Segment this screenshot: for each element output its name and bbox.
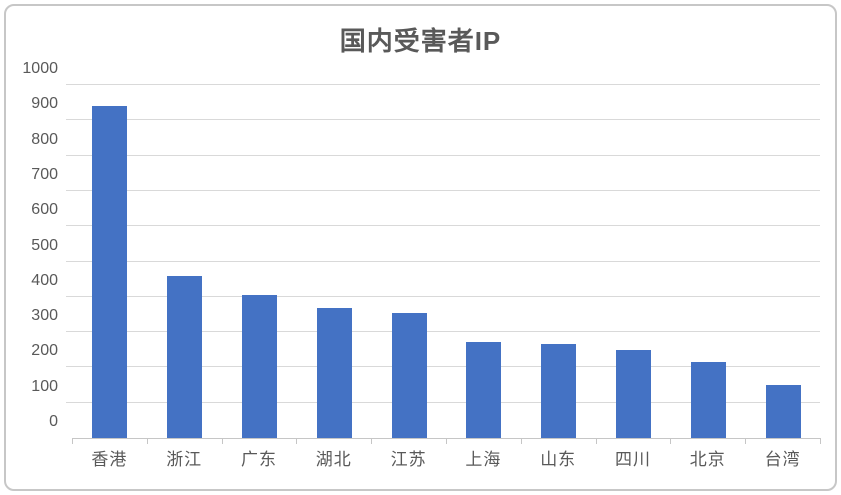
y-axis-tick-300 xyxy=(66,331,72,333)
y-axis-tick-500 xyxy=(66,260,72,262)
x-axis-tick xyxy=(371,438,373,444)
gridline-500 xyxy=(72,260,820,262)
y-axis: 0 100 200 300 400 500 600 700 800 900 1000 xyxy=(0,61,58,438)
x-axis-label-上海: 上海 xyxy=(465,450,502,469)
x-axis-label-江苏: 江苏 xyxy=(390,450,427,469)
y-axis-label-800: 800 xyxy=(31,130,58,148)
y-axis-label-600: 600 xyxy=(31,201,58,219)
bar-湖北 xyxy=(316,308,352,438)
x-axis-label-台湾: 台湾 xyxy=(764,450,801,469)
bar-台湾 xyxy=(765,385,801,438)
y-axis-label-100: 100 xyxy=(31,377,58,395)
y-axis-label-300: 300 xyxy=(31,307,58,325)
y-axis-tick-400 xyxy=(66,295,72,297)
bar-广东 xyxy=(242,295,277,438)
y-axis-label-0: 0 xyxy=(49,413,58,430)
gridline-800 xyxy=(72,154,820,156)
bar-浙江 xyxy=(167,275,203,438)
bar-北京 xyxy=(690,362,726,438)
y-axis-label-900: 900 xyxy=(31,95,58,113)
gridline-900 xyxy=(72,119,820,121)
y-axis-tick-600 xyxy=(66,225,72,227)
bar-四川 xyxy=(616,349,651,438)
x-axis-label-北京: 北京 xyxy=(689,450,726,469)
x-axis-tick xyxy=(446,438,447,444)
x-axis-label-四川: 四川 xyxy=(614,450,651,469)
x-axis-tick xyxy=(72,438,73,444)
y-axis-label-700: 700 xyxy=(31,165,58,183)
x-axis-tick xyxy=(670,438,672,444)
y-axis-label-500: 500 xyxy=(31,236,58,254)
x-axis-label-浙江: 浙江 xyxy=(166,450,203,469)
gridline-700 xyxy=(72,189,820,191)
x-axis-tick xyxy=(520,438,522,444)
bar-上海 xyxy=(466,341,502,438)
gridline-100 xyxy=(72,401,820,403)
y-axis-tick-1000 xyxy=(66,84,72,85)
y-axis-tick-800 xyxy=(66,154,72,156)
x-axis-label-广东: 广东 xyxy=(240,450,277,469)
gridline-1000 xyxy=(72,84,820,85)
x-axis-label-山东: 山东 xyxy=(540,450,577,469)
x-axis-tick xyxy=(820,438,821,444)
gridline-200 xyxy=(72,366,820,368)
y-axis-tick-100 xyxy=(66,401,72,403)
x-axis-tick xyxy=(745,438,747,444)
gridline-600 xyxy=(72,225,820,227)
plot-area xyxy=(66,84,821,444)
y-axis-tick-900 xyxy=(66,119,72,121)
x-axis-tick xyxy=(595,438,597,444)
x-axis-label-香港: 香港 xyxy=(91,450,128,469)
y-axis-tick-700 xyxy=(66,189,72,191)
x-axis-tick xyxy=(221,438,223,444)
y-axis-label-400: 400 xyxy=(31,271,58,289)
gridline-400 xyxy=(72,295,820,297)
y-axis-label-1000: 1000 xyxy=(22,60,58,77)
bar-山东 xyxy=(541,343,577,438)
y-axis-tick-200 xyxy=(66,366,72,368)
chart-title: 国内受害者IP xyxy=(339,26,502,56)
bar-江苏 xyxy=(391,312,427,438)
gridline-300 xyxy=(72,331,820,333)
y-axis-label-200: 200 xyxy=(31,342,58,360)
x-axis-tick xyxy=(296,438,298,444)
x-axis-label-湖北: 湖北 xyxy=(315,450,352,469)
bar-香港 xyxy=(92,106,128,438)
x-axis-tick xyxy=(146,438,148,444)
x-axis: 香港 浙江 广东 湖北 江苏 上海 山东 四川 北京 台湾 xyxy=(72,447,820,473)
